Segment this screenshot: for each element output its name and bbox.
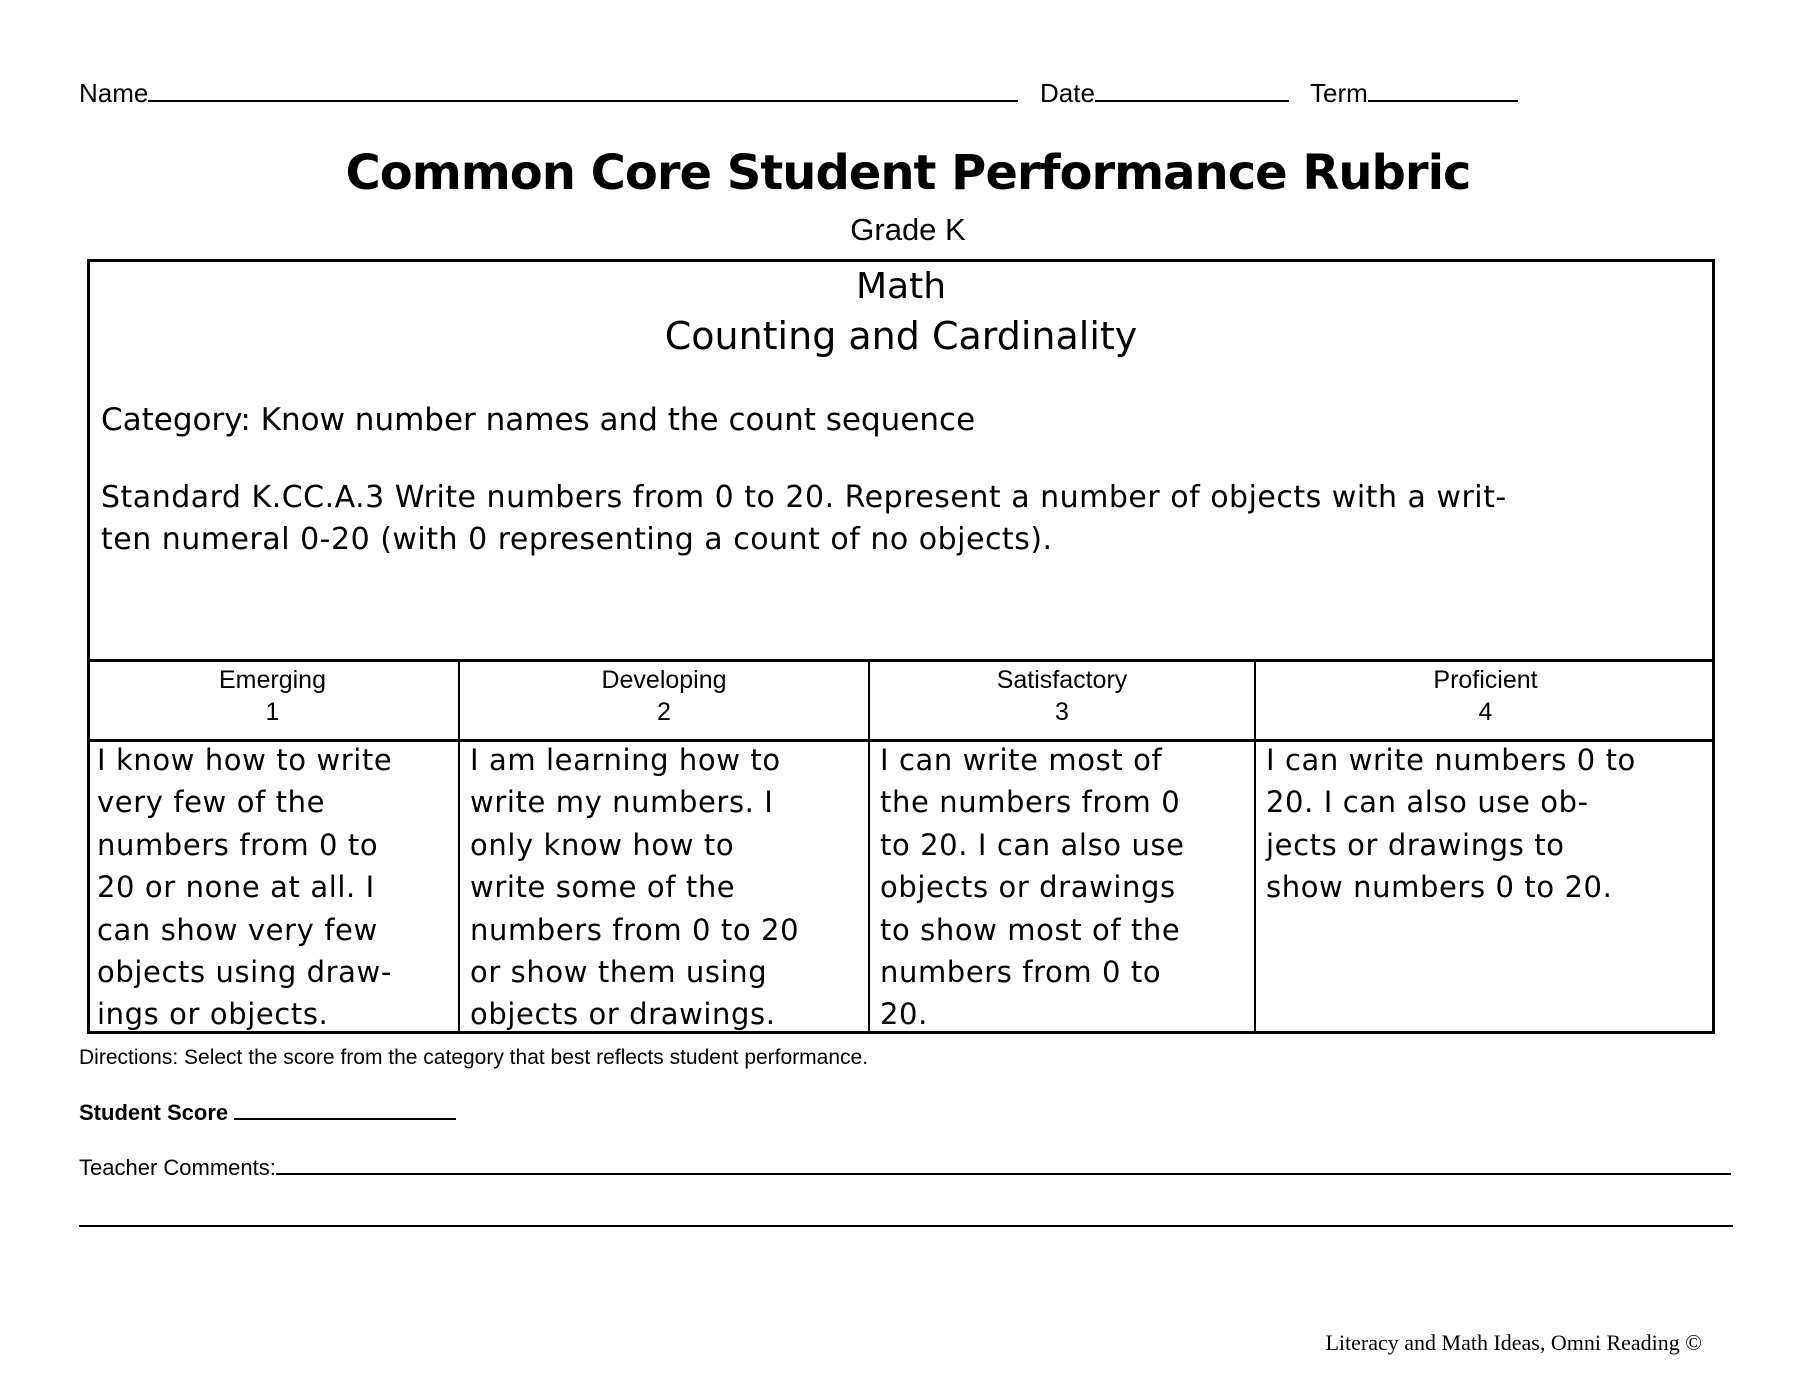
description-line: only know how to: [470, 827, 735, 862]
level-score: 1: [265, 698, 280, 726]
student-score-field[interactable]: Student Score: [79, 1100, 457, 1126]
name-line[interactable]: [148, 78, 1019, 102]
rubric-table: Math Counting and Cardinality Category: …: [87, 259, 1715, 1034]
name-field[interactable]: Name: [79, 78, 1019, 109]
description-line: or show them using: [470, 955, 768, 990]
description-line: I can write most of: [880, 743, 1163, 777]
teacher-comments-line-2[interactable]: [79, 1225, 1733, 1227]
level-header-row: Emerging 1 Developing 2 Satisfactory 3 Profici…: [87, 659, 1715, 742]
description-line: very few of the: [97, 785, 326, 820]
level-score: 4: [1478, 698, 1493, 726]
description-line: objects or drawings: [880, 870, 1176, 905]
name-label: Name: [79, 78, 149, 108]
term-line[interactable]: [1367, 78, 1518, 102]
date-label: Date: [1040, 78, 1095, 108]
description-line: the numbers from 0: [880, 785, 1181, 820]
level-name: Emerging: [219, 666, 326, 694]
teacher-comments-label: Teacher Comments:: [79, 1155, 276, 1180]
footer-credit: Literacy and Math Ideas, Omni Reading ©: [1325, 1330, 1702, 1355]
description-line: I can write numbers 0 to: [1266, 743, 1636, 777]
description-line: write some of the: [470, 870, 736, 905]
domain-heading: Counting and Cardinality: [664, 314, 1138, 358]
student-score-line[interactable]: [234, 1100, 457, 1120]
description-line: to 20. I can also use: [880, 827, 1185, 862]
directions-text: Directions: Select the score from the ca…: [79, 1046, 869, 1069]
standard-line: ten numeral 0-20 (with 0 representing a …: [101, 522, 1053, 557]
term-label: Term: [1310, 78, 1368, 108]
description-line: objects using draw-: [97, 955, 392, 990]
student-score-label: Student Score: [79, 1100, 229, 1125]
description-line: ings or objects.: [97, 997, 329, 1032]
category-text: Category: Know number names and the coun…: [101, 402, 976, 438]
description-line: to show most of the: [880, 912, 1181, 947]
description-line: numbers from 0 to: [97, 827, 379, 862]
description-line: can show very few: [97, 912, 378, 947]
description-line: I know how to write: [97, 743, 393, 777]
level-name: Satisfactory: [996, 666, 1128, 694]
standard-text: Standard K.CC.A.3 Write numbers from 0 t…: [101, 477, 1507, 561]
date-line[interactable]: [1094, 78, 1289, 102]
level-score: 3: [1055, 698, 1069, 726]
level-name: Developing: [601, 666, 727, 694]
term-field[interactable]: Term: [1310, 78, 1518, 109]
description-line: numbers from 0 to 20: [470, 912, 800, 947]
description-line: show numbers 0 to 20.: [1266, 870, 1613, 905]
description-line: objects or drawings.: [470, 997, 776, 1032]
teacher-comments-field[interactable]: Teacher Comments:: [79, 1155, 1731, 1181]
level-description-row: I know how to write very few of the number…: [87, 739, 1715, 1034]
description-line: 20. I can also use ob-: [1266, 785, 1589, 820]
level-header-satisfactory: Satisfactory 3: [868, 662, 1254, 739]
description-line: write my numbers. I: [470, 785, 774, 820]
level-description-emerging: I know how to write very few of the number…: [87, 739, 458, 1034]
level-header-developing: Developing 2: [458, 662, 868, 739]
description-line: 20 or none at all. I: [97, 870, 375, 905]
subject-heading: Math: [855, 266, 947, 307]
grade-label: Grade K: [850, 212, 966, 247]
description-line: 20.: [880, 997, 928, 1032]
level-name: Proficient: [1433, 666, 1538, 694]
page-title: Common Core Student Performance Rubric: [345, 145, 1472, 201]
level-score: 2: [657, 698, 671, 726]
description-line: I am learning how to: [470, 743, 781, 777]
level-description-satisfactory: I can write most of the numbers from 0 to …: [868, 739, 1254, 1034]
description-line: numbers from 0 to: [880, 955, 1162, 990]
standard-line: Standard K.CC.A.3 Write numbers from 0 t…: [101, 480, 1507, 515]
level-header-emerging: Emerging 1: [87, 662, 458, 739]
description-line: jects or drawings to: [1266, 827, 1565, 862]
level-description-proficient: I can write numbers 0 to 20. I can also u…: [1254, 739, 1715, 1034]
teacher-comments-line[interactable]: [275, 1155, 1731, 1175]
level-description-developing: I am learning how to write my numbers. I o…: [458, 739, 868, 1034]
level-header-proficient: Proficient 4: [1254, 662, 1715, 739]
date-field[interactable]: Date: [1040, 78, 1289, 109]
